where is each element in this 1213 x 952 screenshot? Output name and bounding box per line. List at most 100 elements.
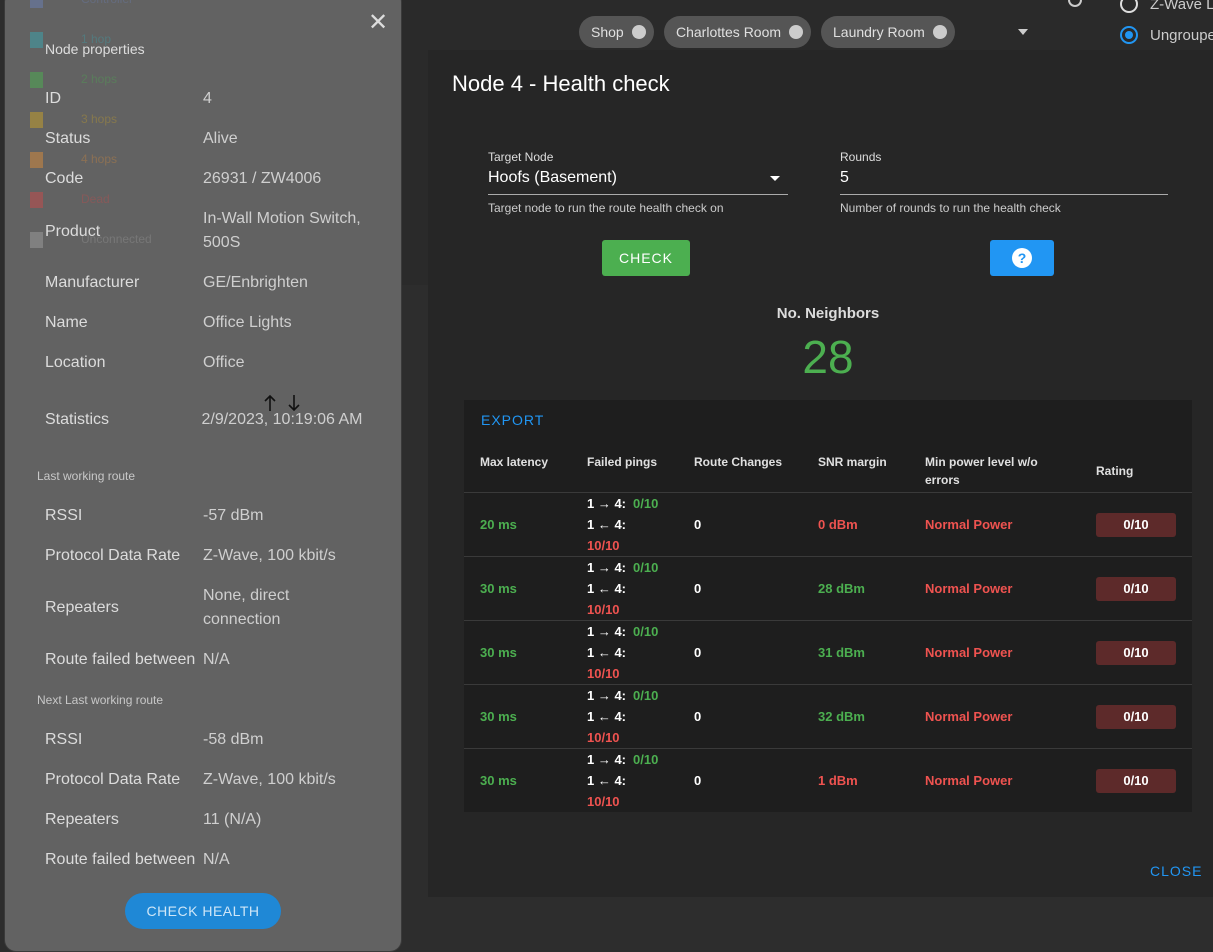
route-value: -57 dBm [203, 507, 264, 524]
column-header: Rating [1096, 464, 1134, 478]
property-label: ID [45, 90, 61, 107]
route-value: None, direct connection [203, 587, 290, 628]
route-value: Z-Wave, 100 kbit/s [203, 547, 336, 564]
column-header: Route Changes [694, 455, 783, 469]
column-header: Max latency [480, 455, 549, 469]
legend-label: Controller [81, 0, 133, 6]
snr-margin: 31 dBm [818, 645, 865, 660]
column-header: Failed pings [587, 455, 658, 469]
latency: 30 ms [480, 581, 517, 596]
select-value[interactable]: Hoofs (Basement) [488, 169, 617, 186]
radio-icons[interactable] [1118, 0, 1140, 46]
route-value: -58 dBm [203, 731, 264, 748]
field-hint: Target node to run the route health chec… [488, 201, 724, 215]
power-level: Normal Power [925, 645, 1013, 660]
ping-out-value: 0/10 [633, 496, 659, 511]
radio-label[interactable]: Ungroupe [1150, 27, 1213, 44]
latency: 30 ms [480, 645, 517, 660]
property-value: 2/9/2023, 10:19:06 AM [201, 411, 363, 428]
export-button[interactable]: EXPORT [481, 412, 545, 428]
ping-in: 1 ← 4: [587, 517, 627, 532]
route-label: Repeaters [45, 811, 119, 828]
underline [488, 194, 788, 195]
legend-label: Dead [81, 192, 110, 206]
check-button[interactable]: CHECK [602, 240, 690, 276]
snr-margin: 28 dBm [818, 581, 865, 596]
property-value: GE/Enbrighten [203, 274, 308, 291]
property-value: In-Wall Motion Switch, 500S [203, 210, 361, 251]
underline [840, 194, 1168, 195]
table-card [464, 400, 1192, 812]
route-changes: 0 [694, 645, 702, 660]
route-label: RSSI [45, 507, 83, 524]
column-header: Min power level w/o errors [925, 455, 1038, 487]
route-changes: 0 [694, 773, 702, 788]
input-value[interactable]: 5 [840, 169, 849, 186]
legend-icon [30, 72, 43, 88]
ping-in-value: 10/10 [587, 538, 620, 553]
ping-in-value: 10/10 [587, 602, 620, 617]
neighbors-value: 28 [802, 331, 854, 383]
property-label: Manufacturer [45, 274, 140, 291]
route-value: 11 (N/A) [203, 811, 262, 828]
sort-arrows[interactable] [262, 393, 304, 413]
route-label: RSSI [45, 731, 83, 748]
ping-in-value: 10/10 [587, 666, 620, 681]
property-label: Product [45, 223, 101, 240]
route-changes: 0 [694, 517, 702, 532]
chip[interactable]: Shop [579, 16, 654, 48]
ping-out-value: 0/10 [633, 752, 659, 767]
radio-label[interactable]: Z-Wave L [1150, 0, 1213, 13]
property-value: Alive [203, 130, 238, 147]
close-button[interactable]: CLOSE [1150, 863, 1203, 879]
row-divider [464, 620, 1192, 621]
ping-out-value: 0/10 [633, 560, 659, 575]
chip[interactable]: Charlottes Room [664, 16, 812, 48]
help-icon[interactable]: ? [1012, 248, 1032, 268]
column-header: SNR margin [818, 455, 887, 469]
ping-out: 1 → 4: [587, 560, 627, 575]
chip[interactable]: Laundry Room [821, 16, 955, 48]
property-value: Office Lights [203, 314, 292, 331]
property-label: Status [45, 130, 91, 147]
route-value: Z-Wave, 100 kbit/s [203, 771, 336, 788]
property-value: Office [203, 354, 245, 371]
legend-icon [30, 112, 43, 128]
snr-margin: 32 dBm [818, 709, 865, 724]
snr-margin: 1 dBm [818, 773, 858, 788]
ping-in: 1 ← 4: [587, 645, 627, 660]
legend-label: 2 hops [81, 72, 118, 86]
legend-label: 3 hops [81, 112, 118, 126]
route-label: Protocol Data Rate [45, 547, 181, 564]
ping-in: 1 ← 4: [587, 773, 627, 788]
ping-in-value: 10/10 [587, 794, 620, 809]
latency: 20 ms [480, 517, 517, 532]
property-label: Location [45, 354, 106, 371]
dropdown-arrow[interactable] [1016, 28, 1030, 36]
close-icon[interactable]: ✕ [368, 9, 389, 36]
route-label: Repeaters [45, 599, 119, 616]
rating: 0/10 [1096, 641, 1176, 665]
ping-out-value: 0/10 [633, 688, 659, 703]
rating: 0/10 [1096, 705, 1176, 729]
panel-title: Node properties [45, 41, 145, 57]
field-label: Target Node [488, 150, 554, 164]
select-arrow[interactable] [769, 175, 781, 183]
legend-icon [30, 192, 43, 208]
row-divider [464, 684, 1192, 685]
section-title: Last working route [37, 469, 136, 483]
route-label: Protocol Data Rate [45, 771, 181, 788]
snr-margin: 0 dBm [818, 517, 858, 532]
latency: 30 ms [480, 773, 517, 788]
rating: 0/10 [1096, 513, 1176, 537]
node-panel [4, 0, 402, 952]
route-changes: 0 [694, 709, 702, 724]
check-health-button[interactable]: CHECK HEALTH [125, 893, 281, 929]
route-value: N/A [203, 651, 230, 668]
rating: 0/10 [1096, 769, 1176, 793]
rating: 0/10 [1096, 577, 1176, 601]
refresh-icon[interactable] [1064, 0, 1086, 14]
power-level: Normal Power [925, 517, 1013, 532]
ping-out: 1 → 4: [587, 496, 627, 511]
